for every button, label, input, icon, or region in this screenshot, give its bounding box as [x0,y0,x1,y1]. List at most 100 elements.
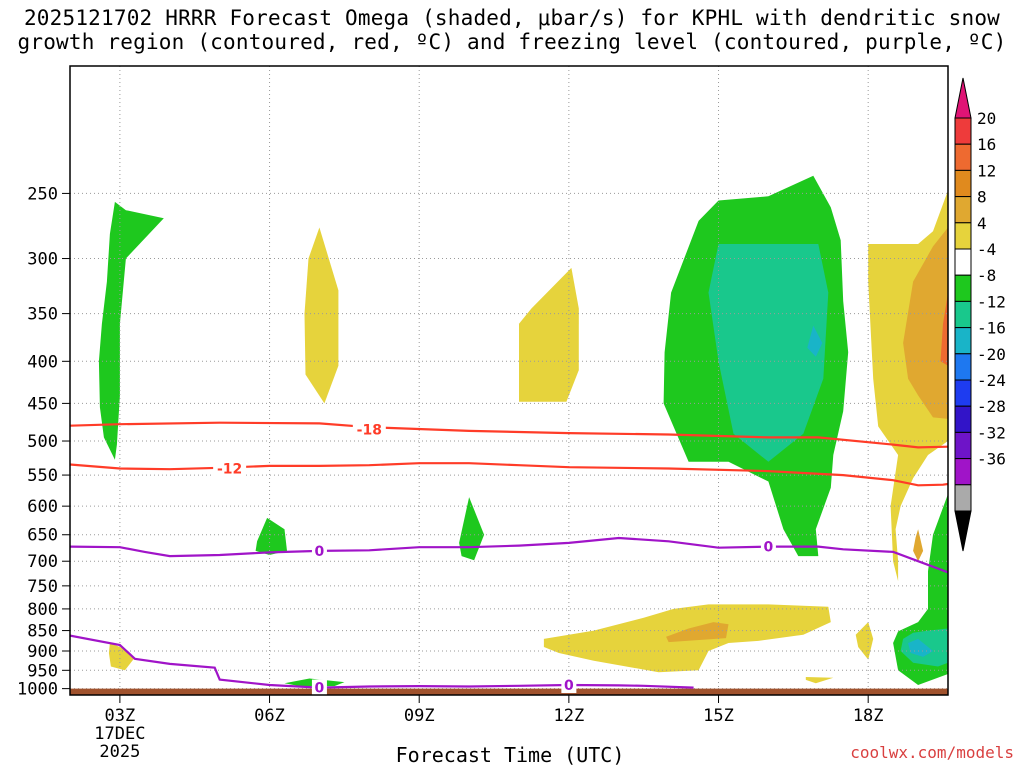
omega-region--4-0 [98,201,164,460]
x-axis-label: Forecast Time (UTC) [395,743,625,767]
grid-layer [70,66,948,695]
colorbar-label-4: 4 [977,214,987,233]
omega-region-4-16 [108,643,134,671]
y-tick-label-550: 550 [27,466,58,486]
omega-region-8-18 [666,622,729,643]
colorbar-segment-10 [954,379,972,407]
x-tick-label-17DEC: 17DEC [94,724,145,744]
omega-region-4-19 [855,622,874,660]
chart-title: 2025121702 HRRR Forecast Omega (shaded, … [0,6,1024,54]
colorbar-segment-13 [954,458,972,486]
contour-label-0-4: 0 [564,678,574,694]
contour-label-bg-4 [561,677,577,694]
x-tick-label-15Z: 15Z [703,706,734,726]
omega-region-8-7 [903,227,948,419]
colorbar-segment-1 [954,143,972,171]
y-tick-label-500: 500 [27,432,58,452]
omega-shading-layer [98,175,948,687]
colorbar-segment-11 [954,405,972,433]
contour-line--18-0 [70,421,948,449]
omega-region-4-2 [519,267,579,402]
colorbar-segment-7 [954,300,972,329]
contour-label-0-3: 0 [315,681,325,697]
x-tick-label-03Z: 03Z [105,706,136,726]
x-tick-label-2025: 2025 [99,742,140,762]
y-tick-label-600: 600 [27,497,58,517]
contour-label--18-0: -18 [357,422,382,438]
colorbar-segment-6 [954,274,972,302]
omega-region-8-9 [913,529,924,562]
colorbar: 20 16 12 8 4 -4 -8 -12 -16 -20 -24 -28 -32 -36 [954,77,1006,552]
colorbar-segment-5 [954,248,972,276]
y-tick-label-650: 650 [27,526,58,546]
colorbar-bottom-arrow [954,510,972,552]
y-tick-label-800: 800 [27,600,58,620]
colorbar-segment-14 [954,484,972,512]
y-tick-label-900: 900 [27,642,58,662]
colorbar-label--24: -24 [977,371,1006,390]
omega-region-4-20 [805,677,834,684]
colorbar-segment-2 [954,169,972,198]
plot-frame [69,65,949,696]
colorbar-label--20: -20 [977,345,1006,364]
contour-line-0-2 [70,536,948,574]
y-tick-label-300: 300 [27,250,58,270]
contour-label-0-2: 0 [315,544,325,560]
y-tick-label-350: 350 [27,305,58,325]
omega-region--4-14 [459,497,485,561]
chart-title-line-2: growth region (contoured, red, ºC) and f… [17,30,1007,54]
colorbar-label-16: 16 [977,135,996,154]
colorbar-segment-9 [954,353,972,381]
chart-title-line-1: 2025121702 HRRR Forecast Omega (shaded, … [23,6,1001,30]
colorbar-label--12: -12 [977,292,1006,311]
colorbar-segment-12 [954,431,972,460]
colorbar-label--28: -28 [977,397,1006,416]
omega-region-4-1 [304,227,339,404]
colorbar-label-12: 12 [977,161,996,180]
colorbar-label--36: -36 [977,450,1006,469]
y-tick-label-1000: 1000 [17,680,58,700]
colorbar-segment-3 [954,196,972,224]
colorbar-segment-0 [954,117,972,145]
credit-link[interactable]: coolwx.com/models [850,743,1014,762]
y-axis: 2503003504004505005506006507007508008509… [17,184,70,700]
y-tick-label-400: 400 [27,352,58,372]
contour-label-bg-0 [352,421,386,438]
x-tick-label-06Z: 06Z [254,706,285,726]
y-tick-label-950: 950 [27,661,58,681]
colorbar-label-8: 8 [977,188,987,207]
contour-label-bg-2 [311,542,327,559]
colorbar-label--4: -4 [977,240,996,259]
omega-region--8-4 [708,244,829,462]
colorbar-label--8: -8 [977,266,996,285]
y-tick-label-250: 250 [27,184,58,204]
colorbar-top-arrow [954,77,972,119]
x-tick-label-09Z: 09Z [404,706,435,726]
y-tick-label-850: 850 [27,622,58,642]
omega-region--12-5 [807,325,823,357]
y-tick-label-700: 700 [27,552,58,572]
contour-label-bg-1 [213,460,247,477]
omega-region--4-13 [255,517,287,555]
x-tick-label-12Z: 12Z [554,706,585,726]
contour-label-0-5: 0 [764,540,774,556]
colorbar-segment-4 [954,222,972,250]
x-tick-label-18Z: 18Z [853,706,884,726]
omega-region--12-12 [908,638,933,657]
contour-label-bg-5 [760,538,776,555]
y-tick-label-750: 750 [27,577,58,597]
colorbar-label--16: -16 [977,319,1006,338]
contour-layer: -18 -12 0 0 0 0 [70,421,948,697]
colorbar-label-20: 20 [977,109,996,128]
ground-fill [70,688,948,695]
colorbar-label--32: -32 [977,423,1006,442]
colorbar-segment-8 [954,327,972,355]
y-tick-label-450: 450 [27,394,58,414]
omega-region-12-8 [940,292,948,366]
contour-label--12-1: -12 [217,462,242,478]
contour-line--12-1 [70,462,948,487]
contour-label-bg-3 [311,679,327,695]
contour-line-0-3 [70,634,694,689]
